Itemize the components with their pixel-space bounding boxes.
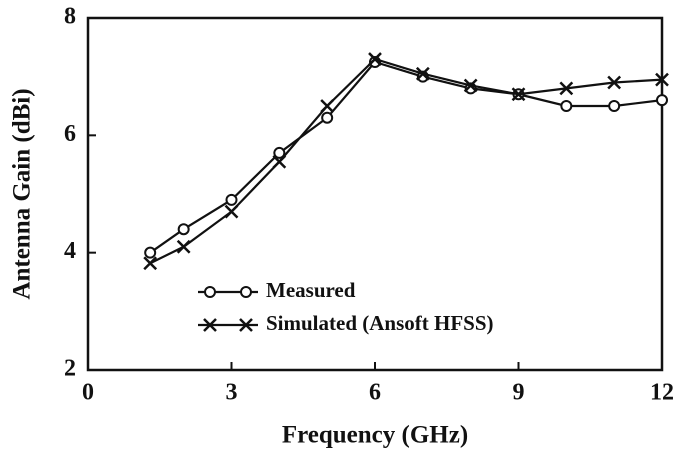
point bbox=[463, 78, 478, 93]
x-tick-label: 12 bbox=[650, 380, 674, 406]
series-line bbox=[149, 57, 663, 265]
point bbox=[655, 72, 669, 87]
x-axis-label: Frequency (GHz) bbox=[282, 422, 468, 449]
x-tick-label: 0 bbox=[82, 380, 94, 406]
point bbox=[415, 66, 430, 81]
y-axis-label: Antenna Gain (dBi) bbox=[9, 88, 36, 299]
x-tick-label: 6 bbox=[369, 380, 381, 406]
point bbox=[511, 87, 526, 102]
y-tick-label: 8 bbox=[64, 4, 76, 30]
point bbox=[224, 204, 239, 219]
point bbox=[560, 100, 573, 112]
point bbox=[272, 154, 287, 169]
series-line bbox=[149, 60, 663, 254]
x-tick-label: 9 bbox=[513, 380, 525, 406]
point bbox=[656, 94, 668, 107]
point bbox=[320, 99, 335, 113]
y-tick-label: 4 bbox=[64, 238, 76, 264]
point bbox=[607, 75, 622, 90]
point bbox=[368, 52, 382, 66]
point bbox=[144, 246, 157, 259]
x-tick-label: 3 bbox=[226, 380, 238, 406]
legend-marker bbox=[204, 286, 216, 298]
legend-marker bbox=[203, 318, 217, 332]
y-tick-label: 6 bbox=[64, 121, 76, 147]
legend-marker bbox=[240, 286, 252, 298]
point bbox=[273, 146, 286, 159]
point bbox=[608, 100, 621, 112]
point bbox=[321, 111, 334, 124]
legend-label: Simulated (Ansoft HFSS) bbox=[266, 311, 494, 335]
legend-marker bbox=[239, 318, 253, 332]
legend-label: Measured bbox=[266, 278, 356, 302]
point bbox=[143, 256, 158, 271]
point bbox=[559, 81, 574, 96]
point bbox=[177, 223, 190, 236]
y-tick-label: 2 bbox=[64, 356, 76, 382]
point bbox=[225, 193, 238, 206]
point bbox=[176, 239, 191, 254]
